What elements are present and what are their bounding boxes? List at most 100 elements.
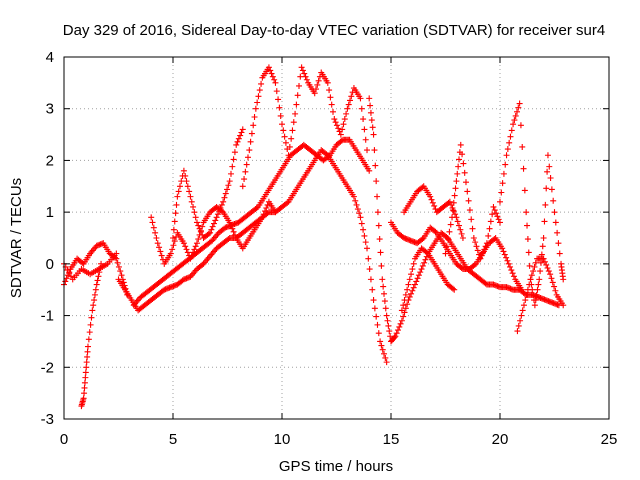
data-point xyxy=(227,222,234,229)
data-point xyxy=(535,281,542,288)
data-point xyxy=(534,286,541,293)
grid-layer xyxy=(64,57,609,419)
data-point xyxy=(450,208,457,215)
data-point xyxy=(183,178,190,185)
data-point xyxy=(362,136,369,143)
data-point xyxy=(333,122,340,129)
data-point xyxy=(281,133,288,140)
data-point xyxy=(328,101,335,108)
data-point xyxy=(404,286,411,293)
data-point xyxy=(88,314,95,321)
data-point xyxy=(288,135,295,142)
data-point xyxy=(358,105,365,112)
data-point xyxy=(524,286,531,293)
data-point xyxy=(296,82,303,89)
data-point xyxy=(191,246,198,253)
data-point xyxy=(551,209,558,216)
data-point xyxy=(469,225,476,232)
data-point xyxy=(449,214,456,221)
data-point xyxy=(239,183,246,190)
data-point xyxy=(170,242,177,249)
data-point xyxy=(209,223,216,230)
data-point xyxy=(367,102,374,109)
data-point xyxy=(80,395,87,402)
data-point xyxy=(442,250,449,257)
data-point xyxy=(519,307,526,314)
data-point xyxy=(235,135,242,142)
data-point xyxy=(458,230,465,237)
data-point xyxy=(546,163,553,170)
data-point xyxy=(476,251,483,258)
series-trace-m xyxy=(442,141,503,262)
data-point xyxy=(366,95,373,102)
data-point xyxy=(156,244,163,251)
data-point xyxy=(149,219,156,226)
data-point xyxy=(465,197,472,204)
data-point xyxy=(406,276,413,283)
data-point xyxy=(231,149,238,156)
data-point xyxy=(279,121,285,128)
data-point xyxy=(82,369,89,376)
data-point xyxy=(516,100,523,107)
data-point xyxy=(230,228,237,235)
data-point xyxy=(510,273,517,280)
data-point xyxy=(157,248,164,255)
data-point xyxy=(491,236,498,243)
data-point xyxy=(378,262,385,269)
data-point xyxy=(555,240,562,247)
data-point xyxy=(225,182,232,189)
data-point xyxy=(367,109,374,116)
data-point xyxy=(255,93,262,100)
data-point xyxy=(175,188,182,195)
data-point xyxy=(490,203,497,210)
data-point xyxy=(348,93,355,100)
data-point xyxy=(62,278,69,285)
data-point xyxy=(85,336,92,343)
data-point xyxy=(544,264,551,271)
data-point xyxy=(271,76,278,83)
data-point xyxy=(95,273,102,280)
data-point xyxy=(187,193,194,200)
data-point xyxy=(543,261,550,268)
data-point xyxy=(326,87,333,94)
data-point xyxy=(301,70,308,77)
points-layer xyxy=(61,64,567,410)
data-point xyxy=(468,216,475,223)
data-point xyxy=(272,79,279,86)
data-point xyxy=(387,333,394,340)
data-point xyxy=(332,119,339,126)
data-point xyxy=(402,305,409,312)
data-point xyxy=(472,239,479,246)
data-point xyxy=(375,222,382,229)
data-point xyxy=(381,350,388,357)
data-point xyxy=(517,122,524,129)
data-point xyxy=(406,293,413,300)
data-point xyxy=(327,94,334,101)
data-point xyxy=(90,302,97,309)
data-point xyxy=(489,211,496,218)
data-point xyxy=(184,183,191,190)
data-point xyxy=(544,168,551,175)
data-point xyxy=(478,252,485,259)
data-point xyxy=(83,359,90,366)
data-point xyxy=(397,320,404,327)
data-point xyxy=(187,255,194,262)
data-point xyxy=(195,222,202,229)
data-point xyxy=(384,317,391,324)
data-point xyxy=(289,127,296,134)
data-point xyxy=(221,194,228,201)
data-point xyxy=(331,116,338,123)
data-point xyxy=(471,261,478,268)
data-point xyxy=(344,105,351,112)
series-trace-k xyxy=(401,183,466,241)
data-point xyxy=(297,73,304,80)
data-point xyxy=(114,259,121,266)
data-point xyxy=(405,281,412,288)
data-point xyxy=(361,232,368,239)
data-point xyxy=(445,236,452,243)
data-point xyxy=(362,239,369,246)
data-point xyxy=(180,167,187,174)
data-point xyxy=(237,132,244,139)
data-point xyxy=(377,249,384,256)
data-point xyxy=(353,201,360,208)
